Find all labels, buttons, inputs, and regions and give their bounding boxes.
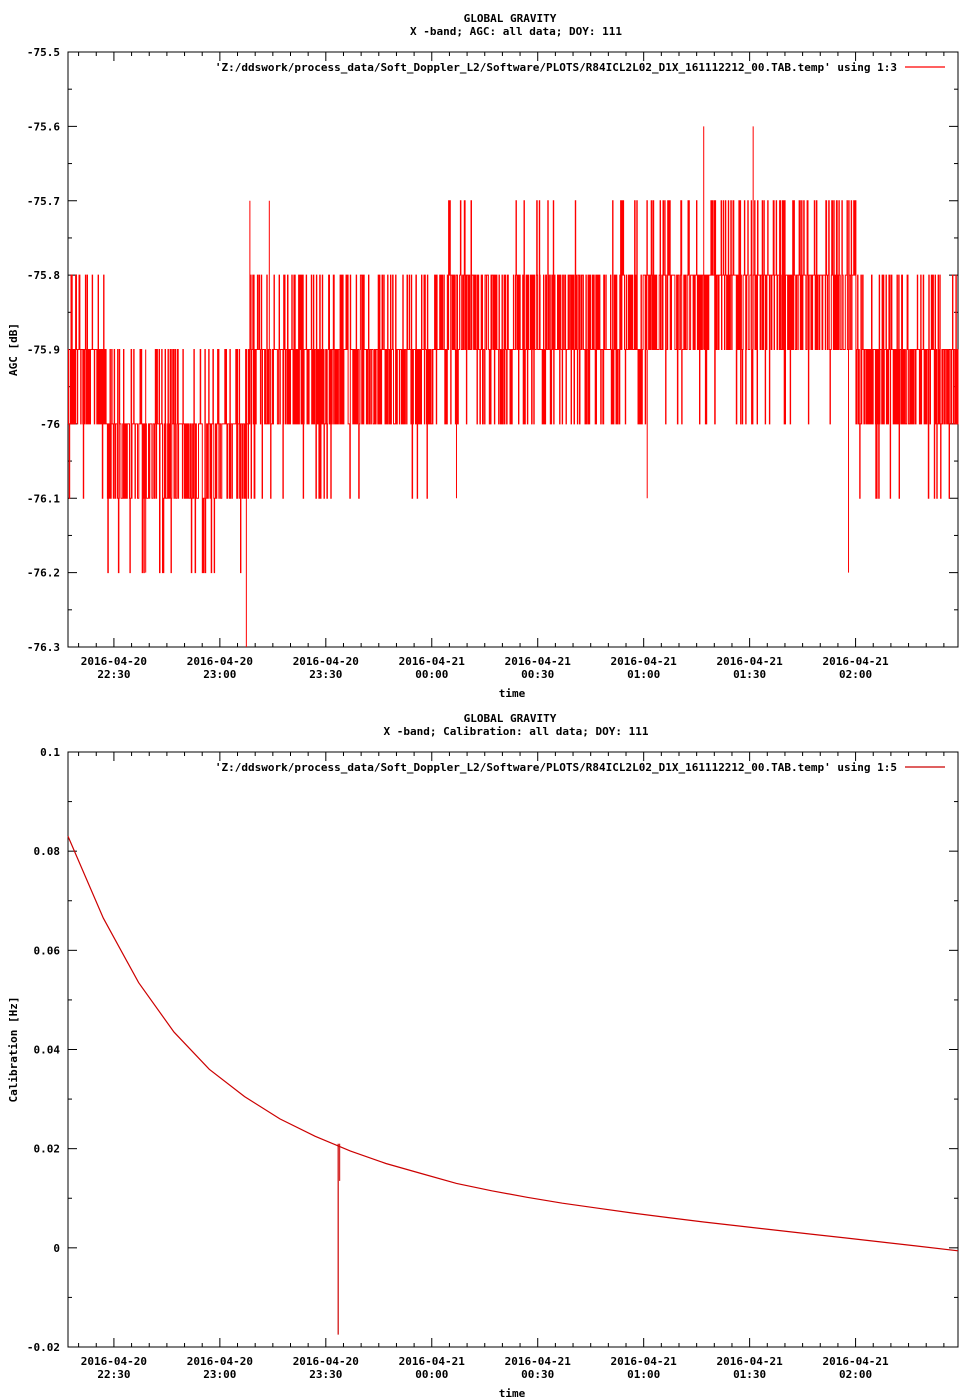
x-tick-date: 2016-04-20 (81, 1355, 147, 1368)
x-tick-date: 2016-04-21 (822, 1355, 889, 1368)
x-tick-date: 2016-04-21 (505, 1355, 572, 1368)
y-tick-label: 0.02 (34, 1143, 61, 1156)
x-tick-date: 2016-04-21 (717, 1355, 784, 1368)
agc-series-line (67, 200, 959, 574)
y-tick-label: 0.08 (34, 845, 61, 858)
x-tick-date: 2016-04-20 (81, 655, 147, 668)
y-tick-label: 0.06 (34, 944, 61, 957)
x-tick-time: 23:30 (309, 668, 342, 681)
x-tick-time: 23:00 (203, 1368, 236, 1381)
x-tick-time: 22:30 (97, 1368, 130, 1381)
chart-subtitle: X -band; AGC: all data; DOY: 111 (410, 25, 622, 38)
x-tick-date: 2016-04-20 (187, 655, 253, 668)
y-tick-label: -76.3 (27, 641, 60, 654)
legend-label: 'Z:/ddswork/process_data/Soft_Doppler_L2… (215, 61, 897, 74)
y-tick-label: 0.04 (34, 1044, 61, 1057)
x-tick-time: 01:30 (733, 1368, 766, 1381)
chart-title: GLOBAL GRAVITY (464, 712, 557, 725)
y-tick-label: -76 (40, 418, 60, 431)
chart-subtitle: X -band; Calibration: all data; DOY: 111 (384, 725, 649, 738)
y-axis-label: AGC [dB] (7, 323, 20, 376)
y-axis-label: Calibration [Hz] (7, 997, 20, 1103)
x-tick-date: 2016-04-21 (822, 655, 889, 668)
y-tick-label: 0.1 (40, 746, 60, 759)
x-tick-date: 2016-04-21 (505, 655, 572, 668)
y-tick-label: -76.2 (27, 567, 60, 580)
x-tick-time: 02:00 (839, 1368, 872, 1381)
y-tick-label: -75.7 (27, 195, 60, 208)
x-tick-date: 2016-04-20 (293, 655, 359, 668)
calibration-series-line (67, 836, 959, 1252)
x-tick-date: 2016-04-21 (611, 1355, 678, 1368)
x-tick-time: 23:00 (203, 668, 236, 681)
y-tick-label: -75.5 (27, 46, 60, 59)
x-tick-time: 01:00 (627, 668, 660, 681)
x-tick-time: 00:30 (521, 668, 554, 681)
chart-title: GLOBAL GRAVITY (464, 12, 557, 25)
y-tick-label: 0 (53, 1242, 60, 1255)
x-tick-date: 2016-04-20 (293, 1355, 359, 1368)
x-tick-time: 23:30 (309, 1368, 342, 1381)
x-tick-time: 22:30 (97, 668, 130, 681)
y-tick-label: -75.6 (27, 120, 60, 133)
x-tick-date: 2016-04-21 (611, 655, 678, 668)
x-tick-time: 02:00 (839, 668, 872, 681)
x-tick-time: 01:30 (733, 668, 766, 681)
x-tick-date: 2016-04-21 (399, 1355, 466, 1368)
x-axis-label: time (499, 1387, 526, 1400)
y-tick-label: -0.02 (27, 1341, 60, 1354)
x-tick-time: 00:00 (415, 1368, 448, 1381)
x-tick-date: 2016-04-21 (399, 655, 466, 668)
x-tick-time: 00:30 (521, 1368, 554, 1381)
legend-label: 'Z:/ddswork/process_data/Soft_Doppler_L2… (215, 761, 897, 774)
y-tick-label: -76.1 (27, 492, 60, 505)
plot-frame (67, 751, 959, 1348)
x-tick-date: 2016-04-20 (187, 1355, 253, 1368)
x-tick-date: 2016-04-21 (717, 655, 784, 668)
x-axis-label: time (499, 687, 526, 700)
y-tick-label: -75.9 (27, 344, 60, 357)
y-tick-label: -75.8 (27, 269, 60, 282)
x-tick-time: 00:00 (415, 668, 448, 681)
x-tick-time: 01:00 (627, 1368, 660, 1381)
